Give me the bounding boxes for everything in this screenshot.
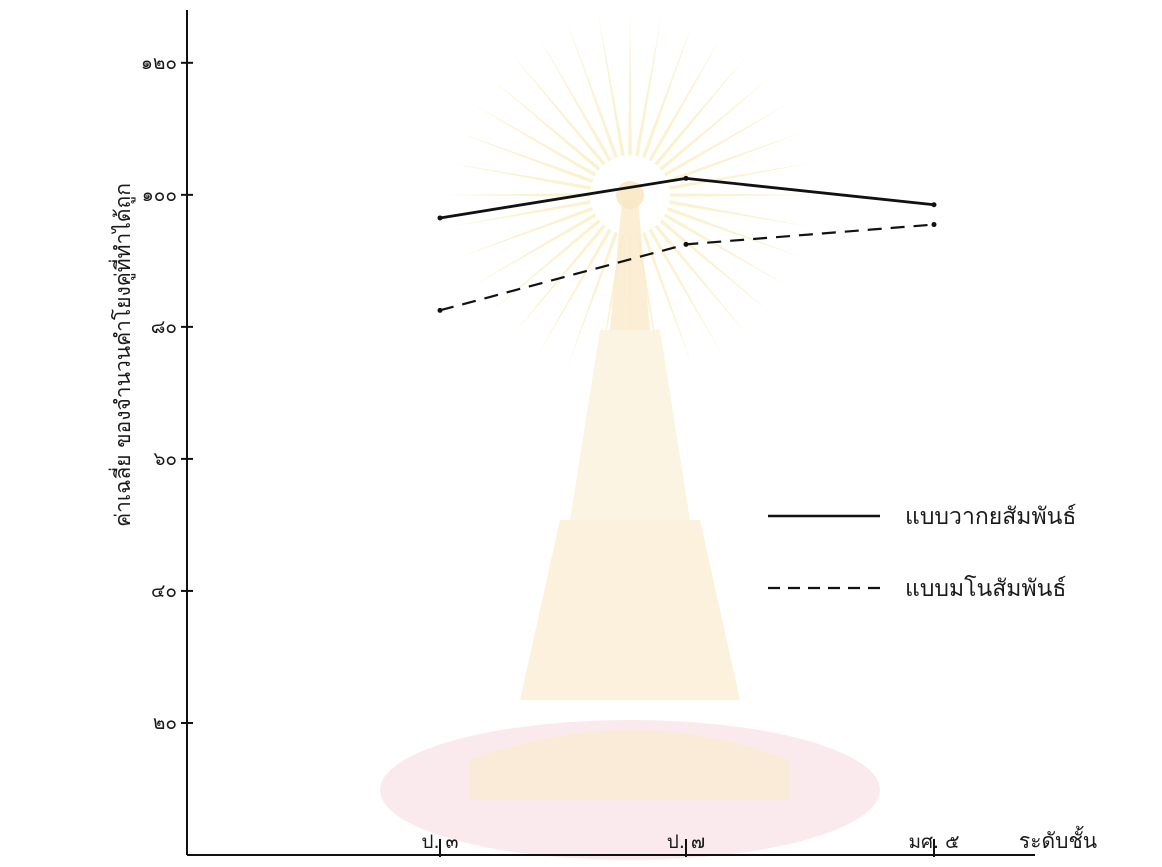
emblem-ray (597, 234, 625, 378)
emblem-ray (654, 53, 749, 166)
x-tick-label: มศ. ๕ (908, 831, 959, 853)
emblem-ray (669, 162, 813, 190)
x-tick-label: ป. ๓ (421, 831, 458, 853)
x-axis-ticks: ป. ๓ ป. ๗ มศ. ๕ (421, 831, 960, 857)
emblem-ray (654, 224, 749, 337)
emblem-ray (469, 102, 597, 177)
emblem-ray (666, 131, 804, 184)
data-point (683, 175, 689, 181)
y-tick-label: ๖๐ (153, 448, 177, 470)
emblem-ray (641, 21, 694, 159)
emblem-ray (635, 12, 663, 156)
emblem-ray (456, 206, 594, 259)
data-point (683, 241, 689, 247)
emblem-ray (659, 76, 772, 171)
data-point (437, 307, 443, 313)
emblem-ray (566, 21, 619, 159)
y-axis-ticks: ๒๐ ๔๐ ๖๐ ๘๐ ๑๐๐ ๑๒๐ (141, 52, 193, 734)
y-axis-title: ค่าเฉลี่ย ของจำนวนคำโยงคู่ที่ทำได้ถูก (108, 183, 136, 527)
emblem-ray (628, 234, 632, 380)
university-emblem-watermark (380, 10, 880, 860)
emblem-ray (669, 193, 815, 197)
emblem-ray (447, 200, 591, 228)
emblem-ray (663, 213, 791, 288)
emblem-ray (635, 234, 663, 378)
emblem-ray (511, 224, 606, 337)
emblem-ray (669, 200, 813, 228)
emblem-ray (537, 34, 612, 162)
y-tick-label: ๔๐ (151, 580, 177, 602)
emblem-ray (597, 12, 625, 156)
emblem-ray (628, 10, 632, 156)
series-lines (437, 175, 937, 313)
y-tick-label: ๑๒๐ (141, 52, 177, 74)
emblem-ray (469, 213, 597, 288)
y-tick-label: ๘๐ (151, 316, 177, 338)
x-tick-label: ป. ๗ (667, 831, 705, 853)
legend-label-1: แบบวากยสัมพันธ์ (905, 503, 1076, 530)
emblem-ray (488, 76, 601, 171)
legend-label-2: แบบมโนสัมพันธ์ (905, 575, 1066, 602)
emblem-ray (445, 193, 591, 197)
emblem-ray (456, 131, 594, 184)
emblem-ray (511, 53, 606, 166)
y-tick-label: ๑๐๐ (142, 184, 177, 206)
data-point (931, 222, 937, 228)
emblem-ray (648, 34, 723, 162)
emblem-ray (648, 228, 723, 356)
y-tick-label: ๒๐ (153, 712, 177, 734)
legend: แบบวากยสัมพันธ์แบบมโนสัมพันธ์ (768, 503, 1076, 602)
emblem-ray (666, 206, 804, 259)
emblem-ray (663, 102, 791, 177)
data-point (931, 202, 937, 208)
emblem-ray (537, 228, 612, 356)
x-axis-title: ระดับชั้น (1019, 826, 1097, 853)
data-point (437, 215, 443, 221)
emblem-ray (447, 162, 591, 190)
emblem-ray (641, 231, 694, 369)
